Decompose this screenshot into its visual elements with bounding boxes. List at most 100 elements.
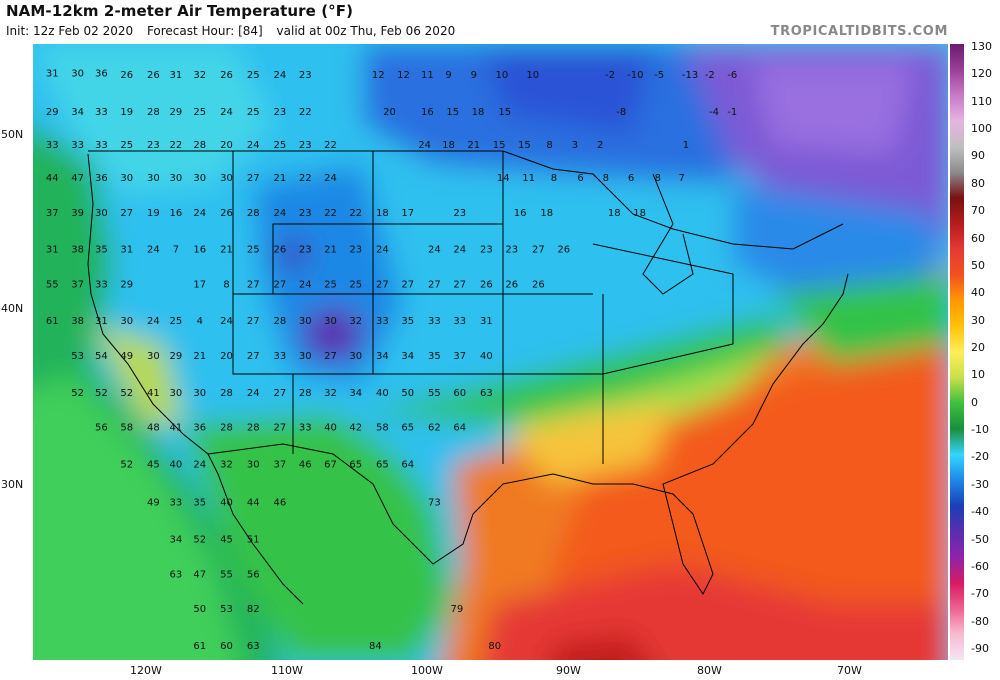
temperature-label: 16 bbox=[514, 208, 527, 219]
temperature-label: 80 bbox=[488, 641, 501, 652]
colorbar-tick: -20 bbox=[971, 450, 989, 464]
temperature-label: 2 bbox=[597, 140, 603, 151]
temperature-label: 50 bbox=[401, 388, 414, 399]
temperature-label: 24 bbox=[418, 140, 431, 151]
temperature-label: 35 bbox=[95, 245, 108, 256]
temperature-label: 61 bbox=[193, 641, 206, 652]
temperature-label: 23 bbox=[299, 70, 312, 81]
temperature-label: 22 bbox=[324, 140, 337, 151]
temperature-label: 23 bbox=[453, 208, 466, 219]
temperature-label: 7 bbox=[173, 245, 179, 256]
temperature-label: 22 bbox=[324, 208, 337, 219]
temperature-label: 15 bbox=[518, 140, 531, 151]
temperature-label: 26 bbox=[120, 70, 133, 81]
temperature-label: 30 bbox=[324, 316, 337, 327]
temperature-label: 24 bbox=[193, 208, 206, 219]
temperature-label: 11 bbox=[421, 70, 434, 81]
temperature-label: 9 bbox=[445, 70, 451, 81]
temperature-label: 16 bbox=[170, 208, 183, 219]
temperature-label: 27 bbox=[120, 208, 133, 219]
temperature-label: 41 bbox=[147, 388, 160, 399]
colorbar-tick: -40 bbox=[971, 505, 989, 519]
temperature-label: 55 bbox=[46, 280, 59, 291]
temperature-label: 15 bbox=[493, 140, 506, 151]
temperature-label: 24 bbox=[220, 316, 233, 327]
temperature-label: 18 bbox=[376, 208, 389, 219]
temperature-label: 60 bbox=[453, 388, 466, 399]
temperature-label: 33 bbox=[428, 316, 441, 327]
temperature-label: 64 bbox=[453, 423, 466, 434]
border-lines bbox=[87, 150, 849, 605]
temperature-label: 24 bbox=[247, 140, 260, 151]
temperature-label: 26 bbox=[147, 70, 160, 81]
map-subtitle: Init: 12z Feb 02 2020 Forecast Hour: [84… bbox=[6, 24, 465, 38]
temperature-label: 44 bbox=[46, 173, 59, 184]
temperature-label: 51 bbox=[247, 534, 260, 545]
colorbar-tick: 80 bbox=[971, 176, 985, 190]
lon-label-120w: 120W bbox=[130, 664, 162, 677]
temperature-map: 31 30 36 26 26 31 32 26 25 24 23 12 12 11 9 9 10 10 -2 -10-… bbox=[33, 44, 948, 660]
temperature-label: 6 bbox=[628, 173, 634, 184]
temperature-label: 31 bbox=[170, 70, 183, 81]
temperature-label: 24 bbox=[299, 280, 312, 291]
temperature-label: 6 bbox=[577, 173, 583, 184]
brand-watermark: TROPICALTIDBITS.COM bbox=[770, 24, 948, 39]
us-mexico-border bbox=[207, 443, 474, 565]
temperature-label: 29 bbox=[170, 351, 183, 362]
temperature-label: 41 bbox=[170, 423, 183, 434]
lon-label-110w: 110W bbox=[271, 664, 303, 677]
temperature-label: 32 bbox=[324, 388, 337, 399]
temperature-label: 52 bbox=[193, 534, 206, 545]
temperature-label: 33 bbox=[95, 140, 108, 151]
temperature-label: 4 bbox=[197, 316, 203, 327]
temperature-label: -2 bbox=[705, 70, 715, 81]
forecast-hour: Forecast Hour: [84] bbox=[146, 24, 263, 38]
temperature-label: 16 bbox=[421, 107, 434, 118]
temperature-label: 20 bbox=[220, 140, 233, 151]
temperature-label: -1 bbox=[727, 107, 737, 118]
temperature-label: 25 bbox=[247, 70, 260, 81]
temperature-label: 32 bbox=[349, 316, 362, 327]
temperature-label: 18 bbox=[472, 107, 485, 118]
temperature-label: 49 bbox=[147, 498, 160, 509]
colorbar-tick: 0 bbox=[971, 395, 978, 409]
temperature-label: 30 bbox=[120, 173, 133, 184]
temperature-label: 47 bbox=[71, 173, 84, 184]
great-lakes-border bbox=[502, 150, 844, 250]
temperature-label: 42 bbox=[349, 423, 362, 434]
colorbar-tick: 70 bbox=[971, 204, 985, 218]
temperature-label: 18 bbox=[442, 140, 455, 151]
temperature-label: 23 bbox=[480, 245, 493, 256]
temperature-label: 30 bbox=[170, 173, 183, 184]
temperature-label: 31 bbox=[46, 245, 59, 256]
lat-label-30n: 30N bbox=[1, 478, 24, 491]
temperature-label: 33 bbox=[95, 107, 108, 118]
temperature-label: 34 bbox=[376, 351, 389, 362]
temperature-label: 27 bbox=[376, 280, 389, 291]
temperature-label: 31 bbox=[95, 316, 108, 327]
temperature-label: 56 bbox=[247, 569, 260, 580]
temperature-label: 30 bbox=[193, 173, 206, 184]
map-svg: 31 30 36 26 26 31 32 26 25 24 23 12 12 11 9 9 10 10 -2 -10-… bbox=[33, 44, 948, 660]
temperature-label: 24 bbox=[193, 459, 206, 470]
temperature-label: 27 bbox=[324, 351, 337, 362]
temperature-label: 24 bbox=[453, 245, 466, 256]
colorbar-tick: 40 bbox=[971, 286, 985, 300]
temperature-label: 33 bbox=[274, 351, 287, 362]
temperature-label: 40 bbox=[170, 459, 183, 470]
temperature-label: 73 bbox=[428, 498, 441, 509]
lat-label-50n: 50N bbox=[1, 128, 24, 141]
temperature-label: 18 bbox=[608, 208, 621, 219]
temperature-labels: 31 30 36 26 26 31 32 26 25 24 23 12 12 11 9 9 10 10 -2 -10-… bbox=[46, 68, 737, 651]
temperature-label: 25 bbox=[193, 107, 206, 118]
temperature-label: 22 bbox=[299, 173, 312, 184]
temperature-label: 8 bbox=[655, 173, 661, 184]
temperature-field bbox=[33, 44, 948, 660]
temperature-label: 23 bbox=[147, 140, 160, 151]
temperature-label: 63 bbox=[480, 388, 493, 399]
temperature-label: 34 bbox=[349, 388, 362, 399]
temperature-label: 20 bbox=[220, 351, 233, 362]
temperature-label: -10 bbox=[627, 70, 643, 81]
colorbar-tick: -90 bbox=[971, 642, 989, 655]
lon-label-70w: 70W bbox=[837, 664, 862, 677]
